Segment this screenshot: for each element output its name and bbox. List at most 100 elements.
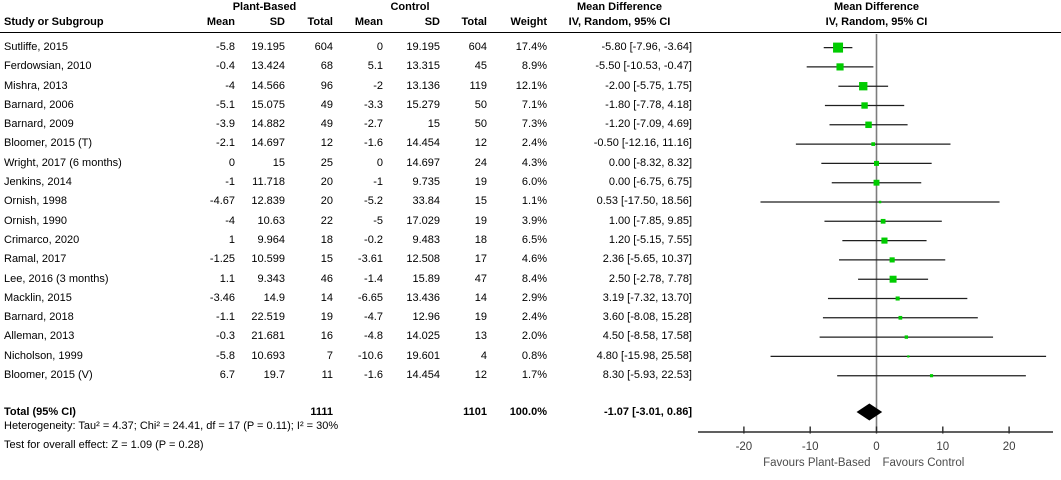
- effect-marker: [904, 335, 909, 339]
- ci-text: -5.80 [-7.96, -3.64]: [601, 41, 693, 53]
- c-sd: 13.315: [406, 60, 440, 73]
- c-mean: -5: [373, 214, 383, 227]
- c-total: 18: [474, 233, 487, 246]
- c-total: 50: [474, 118, 487, 131]
- pb-mean: -1.25: [209, 253, 235, 266]
- pb-total: 12: [320, 137, 333, 150]
- total-c-total: 1101: [463, 406, 487, 418]
- pb-mean: -3.9: [216, 118, 235, 131]
- c-total: 604: [468, 41, 487, 53]
- weight: 1.7%: [521, 369, 547, 382]
- study-name: Ferdowsian, 2010: [4, 60, 92, 73]
- c-mean: -1.4: [364, 272, 383, 285]
- pb-total: 20: [320, 195, 333, 208]
- c-total: 17: [474, 253, 487, 266]
- col-header-pb-sd: SD: [269, 16, 285, 28]
- md-column-header-line2: IV, Random, 95% CI: [568, 16, 671, 28]
- col-header-weight: Weight: [510, 16, 547, 28]
- study-name: Bloomer, 2015 (V): [4, 369, 93, 382]
- pb-sd: 14.9: [263, 291, 285, 304]
- pb-sd: 12.839: [251, 195, 285, 208]
- c-mean: -2: [373, 79, 383, 92]
- weight: 0.8%: [521, 349, 547, 362]
- effect-marker: [873, 179, 880, 186]
- weight: 2.4%: [521, 311, 547, 324]
- pb-mean: -4.67: [209, 195, 235, 208]
- table-row: Ornish, 1990 -4 10.63 22 -5 17.029 19 3.…: [0, 212, 692, 231]
- study-name: Jenkins, 2014: [4, 176, 72, 189]
- study-name: Ramal, 2017: [4, 253, 67, 266]
- col-header-c-sd: SD: [424, 16, 440, 28]
- weight: 6.5%: [521, 233, 547, 246]
- col-header-c-total: Total: [461, 16, 487, 28]
- pb-sd: 14.882: [251, 118, 285, 131]
- pb-mean: 6.7: [219, 369, 235, 382]
- table-row: Ramal, 2017 -1.25 10.599 15 -3.61 12.508…: [0, 250, 692, 269]
- c-total: 15: [474, 195, 487, 208]
- study-name: Ornish, 1990: [4, 214, 67, 227]
- study-name: Barnard, 2009: [4, 118, 74, 131]
- study-name: Ornish, 1998: [4, 195, 67, 208]
- pb-mean: -5.8: [216, 41, 235, 53]
- table-header: Plant-Based Control Mean Difference Stud…: [0, 0, 692, 30]
- ci-text: -1.80 [-7.78, 4.18]: [605, 98, 692, 111]
- total-label: Total (95% CI): [4, 406, 76, 418]
- pb-sd: 15.075: [251, 98, 285, 111]
- study-name: Mishra, 2013: [4, 79, 68, 92]
- table-row: Bloomer, 2015 (V) 6.7 19.7 11 -1.6 14.45…: [0, 366, 692, 385]
- pb-mean: -2.1: [216, 137, 235, 150]
- ci-text: 1.20 [-5.15, 7.55]: [608, 233, 692, 246]
- pb-total: 96: [320, 79, 333, 92]
- c-total: 119: [469, 79, 487, 92]
- effect-marker: [895, 296, 900, 301]
- pb-total: 22: [320, 214, 333, 227]
- pb-mean: -4: [225, 79, 235, 92]
- col-header-pb-mean: Mean: [206, 16, 235, 28]
- table-row: Nicholson, 1999 -5.8 10.693 7 -10.6 19.6…: [0, 347, 692, 366]
- favours-right-label: Favours Control: [883, 457, 965, 469]
- c-sd: 14.454: [406, 369, 440, 382]
- total-weight: 100.0%: [509, 406, 547, 418]
- weight: 6.0%: [521, 176, 547, 189]
- pb-mean: -0.4: [216, 60, 235, 73]
- c-sd: 9.735: [412, 176, 440, 189]
- pb-total: 68: [320, 60, 333, 73]
- c-sd: 33.84: [412, 195, 440, 208]
- c-sd: 14.454: [406, 137, 440, 150]
- c-sd: 13.436: [406, 291, 440, 304]
- weight: 17.4%: [515, 41, 547, 53]
- c-total: 19: [474, 311, 487, 324]
- c-sd: 14.697: [406, 156, 440, 169]
- pb-mean: -1: [225, 176, 235, 189]
- overall-effect-text: Test for overall effect: Z = 1.09 (P = 0…: [4, 439, 204, 451]
- c-mean: -1.6: [364, 137, 383, 150]
- weight: 4.3%: [521, 156, 547, 169]
- c-mean: -2.7: [364, 118, 383, 131]
- c-sd: 15.279: [406, 98, 440, 111]
- c-mean: 5.1: [367, 60, 383, 73]
- ci-text: -5.50 [-10.53, -0.47]: [595, 60, 692, 73]
- pb-mean: 1: [228, 233, 235, 246]
- pb-mean: -5.8: [216, 349, 235, 362]
- c-total: 4: [480, 349, 487, 362]
- effect-marker: [874, 160, 879, 166]
- table-row: Sutliffe, 2015 -5.8 19.195 604 0 19.195 …: [0, 38, 692, 57]
- summary-diamond: [856, 403, 883, 421]
- pb-sd: 10.693: [251, 349, 285, 362]
- ci-text: -0.50 [-12.16, 11.16]: [593, 137, 692, 150]
- weight: 1.1%: [521, 195, 547, 208]
- pb-mean: -0.3: [216, 330, 235, 343]
- c-mean: -5.2: [364, 195, 383, 208]
- table-row: Lee, 2016 (3 months) 1.1 9.343 46 -1.4 1…: [0, 270, 692, 289]
- tick-label: 10: [936, 441, 949, 453]
- pb-total: 19: [320, 311, 333, 324]
- study-name: Sutliffe, 2015: [4, 41, 69, 53]
- effect-marker: [861, 102, 868, 109]
- c-mean: -10.6: [357, 349, 383, 362]
- weight: 12.1%: [515, 79, 547, 92]
- c-mean: 0: [376, 156, 383, 169]
- tick-label: 0: [873, 441, 879, 453]
- pb-sd: 19.195: [251, 41, 285, 53]
- pb-total: 46: [320, 272, 333, 285]
- weight: 8.4%: [521, 272, 547, 285]
